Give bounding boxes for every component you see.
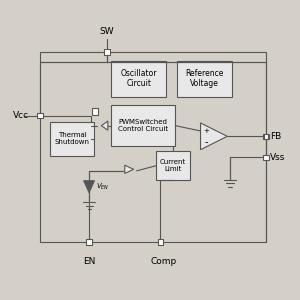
FancyBboxPatch shape <box>158 239 163 245</box>
Text: -: - <box>205 137 208 147</box>
FancyBboxPatch shape <box>111 105 175 146</box>
FancyBboxPatch shape <box>111 61 166 97</box>
Text: +: + <box>203 128 209 134</box>
Text: Reference
Voltage: Reference Voltage <box>185 69 224 88</box>
FancyBboxPatch shape <box>86 239 92 245</box>
FancyBboxPatch shape <box>156 152 190 180</box>
Text: EN: EN <box>83 257 95 266</box>
Polygon shape <box>200 123 227 150</box>
Text: Thermal
Shutdown: Thermal Shutdown <box>55 132 89 146</box>
Text: Vcc: Vcc <box>13 111 29 120</box>
Text: FB: FB <box>270 132 282 141</box>
FancyBboxPatch shape <box>38 113 43 118</box>
Polygon shape <box>84 181 94 193</box>
FancyBboxPatch shape <box>263 155 268 160</box>
Text: Comp: Comp <box>150 257 176 266</box>
Text: PWMSwitched
Control Circuit: PWMSwitched Control Circuit <box>118 119 168 132</box>
Text: Vss: Vss <box>270 153 286 162</box>
Text: Current
Limit: Current Limit <box>160 159 186 172</box>
Polygon shape <box>125 165 134 173</box>
FancyBboxPatch shape <box>104 49 110 55</box>
FancyBboxPatch shape <box>50 122 94 156</box>
Text: $V_{EN}$: $V_{EN}$ <box>97 182 110 192</box>
FancyBboxPatch shape <box>40 52 266 242</box>
FancyBboxPatch shape <box>264 134 268 139</box>
FancyBboxPatch shape <box>263 134 268 139</box>
Text: Oscillator
Circuit: Oscillator Circuit <box>121 69 157 88</box>
FancyBboxPatch shape <box>177 61 232 97</box>
Text: SW: SW <box>100 27 114 36</box>
Polygon shape <box>101 121 108 130</box>
FancyBboxPatch shape <box>92 108 98 115</box>
